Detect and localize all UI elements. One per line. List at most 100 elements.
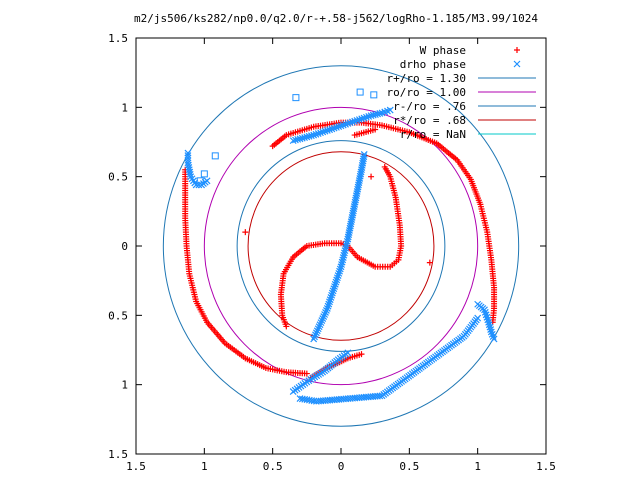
point-1-2-1-4 [319, 128, 327, 136]
legend-swatch-0 [514, 47, 520, 53]
point-1-0-0-2 [312, 331, 319, 339]
circle-1 [203, 106, 479, 386]
point-1-2-2-1 [333, 123, 340, 131]
point-1-0-0-3 [312, 329, 320, 337]
point-1-0-1-7 [328, 289, 336, 297]
point-1-0-1-15 [334, 272, 342, 279]
point-1-0-1-9 [330, 285, 338, 293]
point-1-0-1 [323, 304, 331, 312]
point-1-0-6 [360, 151, 368, 158]
point-1-1-0-1 [184, 152, 192, 159]
point-1-0-0-8 [317, 319, 325, 327]
point-2-0-2 [370, 91, 378, 99]
point-1-1-1-5 [186, 170, 194, 178]
point-1-0-1-8 [329, 287, 337, 295]
point-1-3-2 [485, 318, 493, 326]
point-1-0-0-6 [315, 323, 323, 331]
y-tick-label-3: 0 [121, 240, 128, 253]
legend-label-1: drho phase [400, 58, 466, 71]
point-1-0-1-17 [336, 267, 343, 275]
point-1-0-1-6 [328, 291, 336, 299]
point-0-3-17 [283, 323, 290, 330]
chart-title: m2/js506/ks282/np0.0/q2.0/r-+.58-j562/lo… [134, 12, 538, 25]
y-tick-label-2: 0.5 [108, 309, 128, 322]
y-tick-label-6: 1.5 [108, 32, 128, 45]
x-tick-label-0: 1.5 [126, 460, 146, 473]
legend-label-0: W phase [420, 44, 466, 57]
point-1-0-0-1 [311, 333, 319, 341]
point-1-3-2-1 [485, 321, 493, 329]
point-1-0-0-4 [313, 327, 321, 335]
y-tick-label-4: 0.5 [108, 171, 128, 184]
point-2-0-0 [292, 94, 300, 102]
point-1-0-0-14 [322, 307, 330, 314]
y-tick-label-1: 1 [121, 379, 128, 392]
series-1 [184, 106, 498, 405]
x-tick-label-2: 0.5 [263, 460, 283, 473]
point-1-2-2-5 [342, 120, 349, 128]
x-tick-label-5: 1 [474, 460, 481, 473]
legend-label-2: r+/ro = 1.30 [387, 72, 466, 85]
point-2-0-4 [200, 170, 208, 178]
point-1-4-4 [344, 349, 352, 357]
x-tick-label-6: 1.5 [536, 460, 556, 473]
point-1-0-1-3 [326, 298, 333, 306]
point-0-7-0 [368, 173, 375, 180]
point-1-0-0-9 [318, 317, 326, 325]
point-1-0-1-12 [332, 278, 340, 286]
point-1-2-3-5 [362, 113, 370, 121]
axis-ticks: 1.5 1 0.5 0 0.5 1 1.51.510.500.511.5 [108, 32, 556, 473]
point-1-2-2-6 [344, 120, 352, 127]
point-1-3-2-2 [486, 323, 494, 331]
point-0-4-1 [372, 126, 379, 133]
y-tick-label-5: 1 [121, 101, 128, 114]
point-1-0-0-12 [321, 311, 329, 318]
point-1-2-1-1 [312, 130, 320, 138]
point-1-0-1-2 [325, 300, 333, 308]
point-1-2-1-2 [314, 130, 322, 137]
reference-circles [162, 65, 520, 427]
legend-label-5: r*/ro = .68 [393, 114, 466, 127]
point-1-2-3-3 [358, 115, 366, 123]
point-0-5-0 [242, 229, 249, 236]
point-1-3-2-3 [487, 326, 495, 333]
point-1-0-1-1 [324, 302, 332, 310]
data-points [182, 88, 498, 405]
x-tick-label-4: 0.5 [399, 460, 419, 473]
point-1-2-1 [310, 131, 318, 139]
point-1-1-3 [192, 181, 200, 189]
point-1-1-5 [203, 177, 211, 185]
point-1-2-3-4 [360, 114, 368, 122]
x-tick-label-3: 0 [338, 460, 345, 473]
circle-3 [247, 151, 435, 341]
point-1-2-1-8 [328, 125, 336, 133]
point-1-1-0 [184, 149, 192, 157]
point-1-0-1-5 [327, 294, 335, 301]
point-1-0-1-11 [331, 280, 339, 288]
circle-2 [236, 140, 446, 352]
point-1-2-2-3 [337, 122, 345, 130]
point-1-2-4-4 [376, 110, 384, 117]
legend-label-4: r-/ro = .76 [393, 100, 466, 113]
point-1-2-2-2 [335, 123, 343, 131]
point-1-5-4 [474, 314, 482, 322]
point-0-6-0 [426, 259, 433, 266]
point-2-0-1 [356, 88, 364, 96]
series-2 [196, 88, 378, 185]
point-1-0-1-13 [333, 276, 341, 284]
point-1-0-0-10 [319, 315, 327, 322]
point-1-2-2 [330, 124, 338, 132]
point-1-2-1-5 [321, 127, 329, 135]
point-1-2-6 [386, 106, 394, 114]
legend-swatch-1 [513, 60, 521, 68]
point-1-0-0-7 [316, 321, 324, 329]
y-tick-label-0: 1.5 [108, 448, 128, 461]
point-1-0-1-10 [331, 283, 338, 290]
point-2-0-5 [196, 177, 204, 185]
point-2-0-3 [211, 152, 219, 160]
point-1-2-3-2 [355, 116, 363, 124]
point-1-0-0-13 [322, 309, 329, 316]
point-1-2-1-7 [326, 126, 334, 134]
point-1-1-0-2 [184, 154, 192, 162]
